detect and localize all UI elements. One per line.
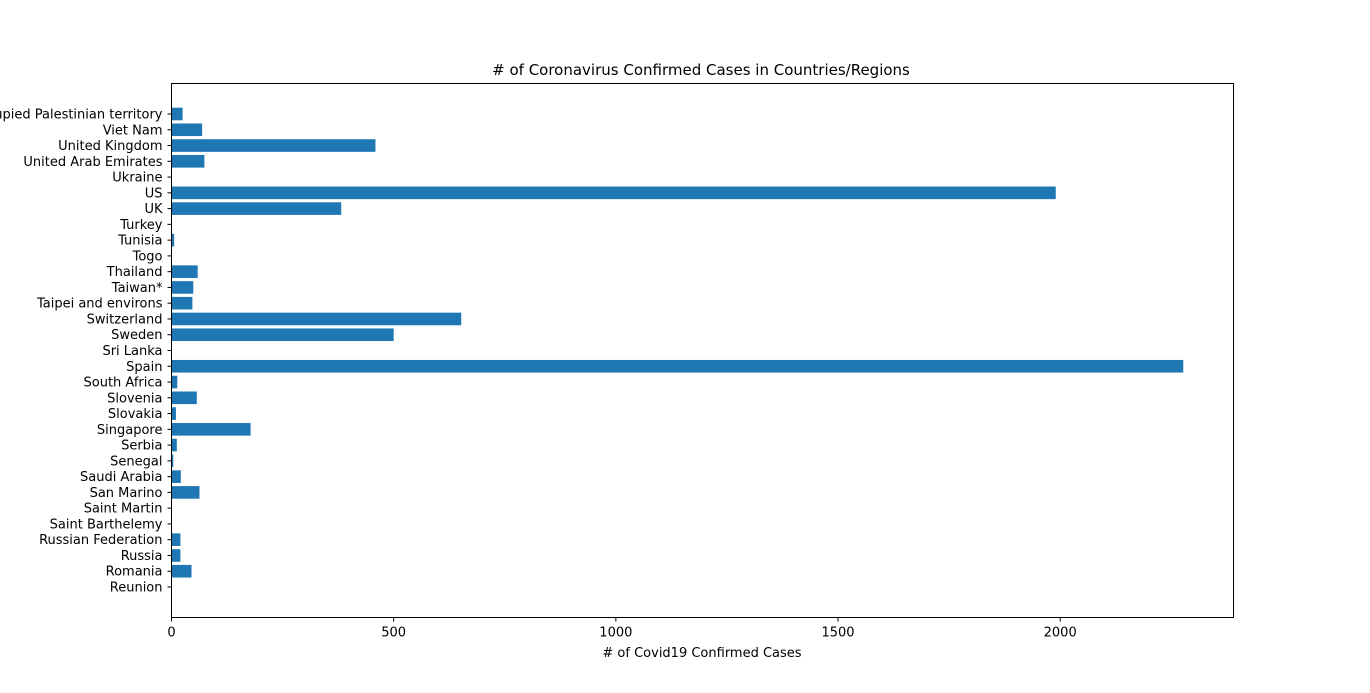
y-tick-label-taiwan: Taiwan* [111,281,163,296]
bar-saudi-arabia [171,470,181,483]
bar-tunisia [171,233,175,247]
y-tick-label-russian-federation: Russian Federation [39,533,162,548]
y-tick-label-taipei-and-environs: Taipei and environs [36,297,163,312]
y-tick-label-viet-nam: Viet Nam [103,123,163,138]
y-tick-label-switzerland: Switzerland [87,312,163,327]
bar-slovenia [171,391,197,405]
y-tick-label-spain: Spain [126,360,162,375]
bar-united-kingdom [171,139,376,152]
x-tick-label-1500: 1500 [821,626,854,641]
y-tick-label-serbia: Serbia [121,439,162,454]
bar-singapore [171,423,251,436]
x-tick-label-1000: 1000 [599,626,632,641]
bar-san-marino [171,486,200,499]
bar-romania [171,564,192,578]
y-tick-label-sri-lanka: Sri Lanka [102,344,162,359]
x-axis-ticks: 0 500 1000 1500 2000 [167,617,1077,641]
bar-serbia [171,438,177,452]
bar-uk [171,202,342,215]
bar-south-africa [171,375,178,389]
y-tick-label-slovenia: Slovenia [107,391,162,406]
x-tick-label-500: 500 [381,626,406,641]
x-tick-label-2000: 2000 [1044,626,1077,641]
bar-slovakia [171,407,176,420]
y-tick-label-turkey: Turkey [119,218,163,233]
y-tick-label-romania: Romania [106,565,163,580]
y-tick-label-ukraine: Ukraine [112,171,162,186]
bar-thailand [171,265,198,278]
bar-viet-nam [171,123,203,137]
bar-occupied-palestinian-territory [171,107,183,121]
x-tick-label-0: 0 [167,626,175,641]
bars-group [171,107,1184,578]
y-tick-label-slovakia: Slovakia [108,407,163,422]
y-tick-label-singapore: Singapore [97,423,163,438]
y-tick-label-uk: UK [144,202,163,217]
y-tick-label-san-marino: San Marino [90,486,163,501]
bar-sweden [171,328,394,342]
bar-russian-federation [171,533,181,547]
bar-taiwan [171,281,194,294]
x-axis-label: # of Covid19 Confirmed Cases [602,646,801,661]
plot-frame [171,83,1234,618]
y-tick-label-occupied-palestinian-territory: occupied Palestinian territory [0,108,163,123]
bar-united-arab-emirates [171,154,205,168]
y-tick-label-saint-barthelemy: Saint Barthelemy [50,517,163,532]
bar-senegal [171,454,174,468]
y-tick-label-saudi-arabia: Saudi Arabia [80,470,163,485]
bar-spain [171,359,1184,373]
y-tick-label-thailand: Thailand [106,265,163,280]
y-tick-label-russia: Russia [121,549,163,564]
bar-russia [171,549,181,562]
bar-switzerland [171,312,462,326]
y-tick-label-senegal: Senegal [110,454,162,469]
y-tick-label-togo: Togo [132,249,163,264]
y-tick-label-sweden: Sweden [111,328,162,343]
y-tick-label-united-kingdom: United Kingdom [58,139,162,154]
y-tick-label-south-africa: South Africa [84,376,163,391]
chart-title: # of Coronavirus Confirmed Cases in Coun… [492,61,910,79]
bar-us [171,186,1056,200]
bar-taipei-and-environs [171,296,193,310]
y-tick-label-reunion: Reunion [110,581,163,596]
y-tick-label-saint-martin: Saint Martin [84,502,163,517]
y-tick-label-tunisia: Tunisia [117,234,162,249]
y-tick-label-united-arab-emirates: United Arab Emirates [23,155,162,170]
y-tick-label-us: US [145,186,163,201]
